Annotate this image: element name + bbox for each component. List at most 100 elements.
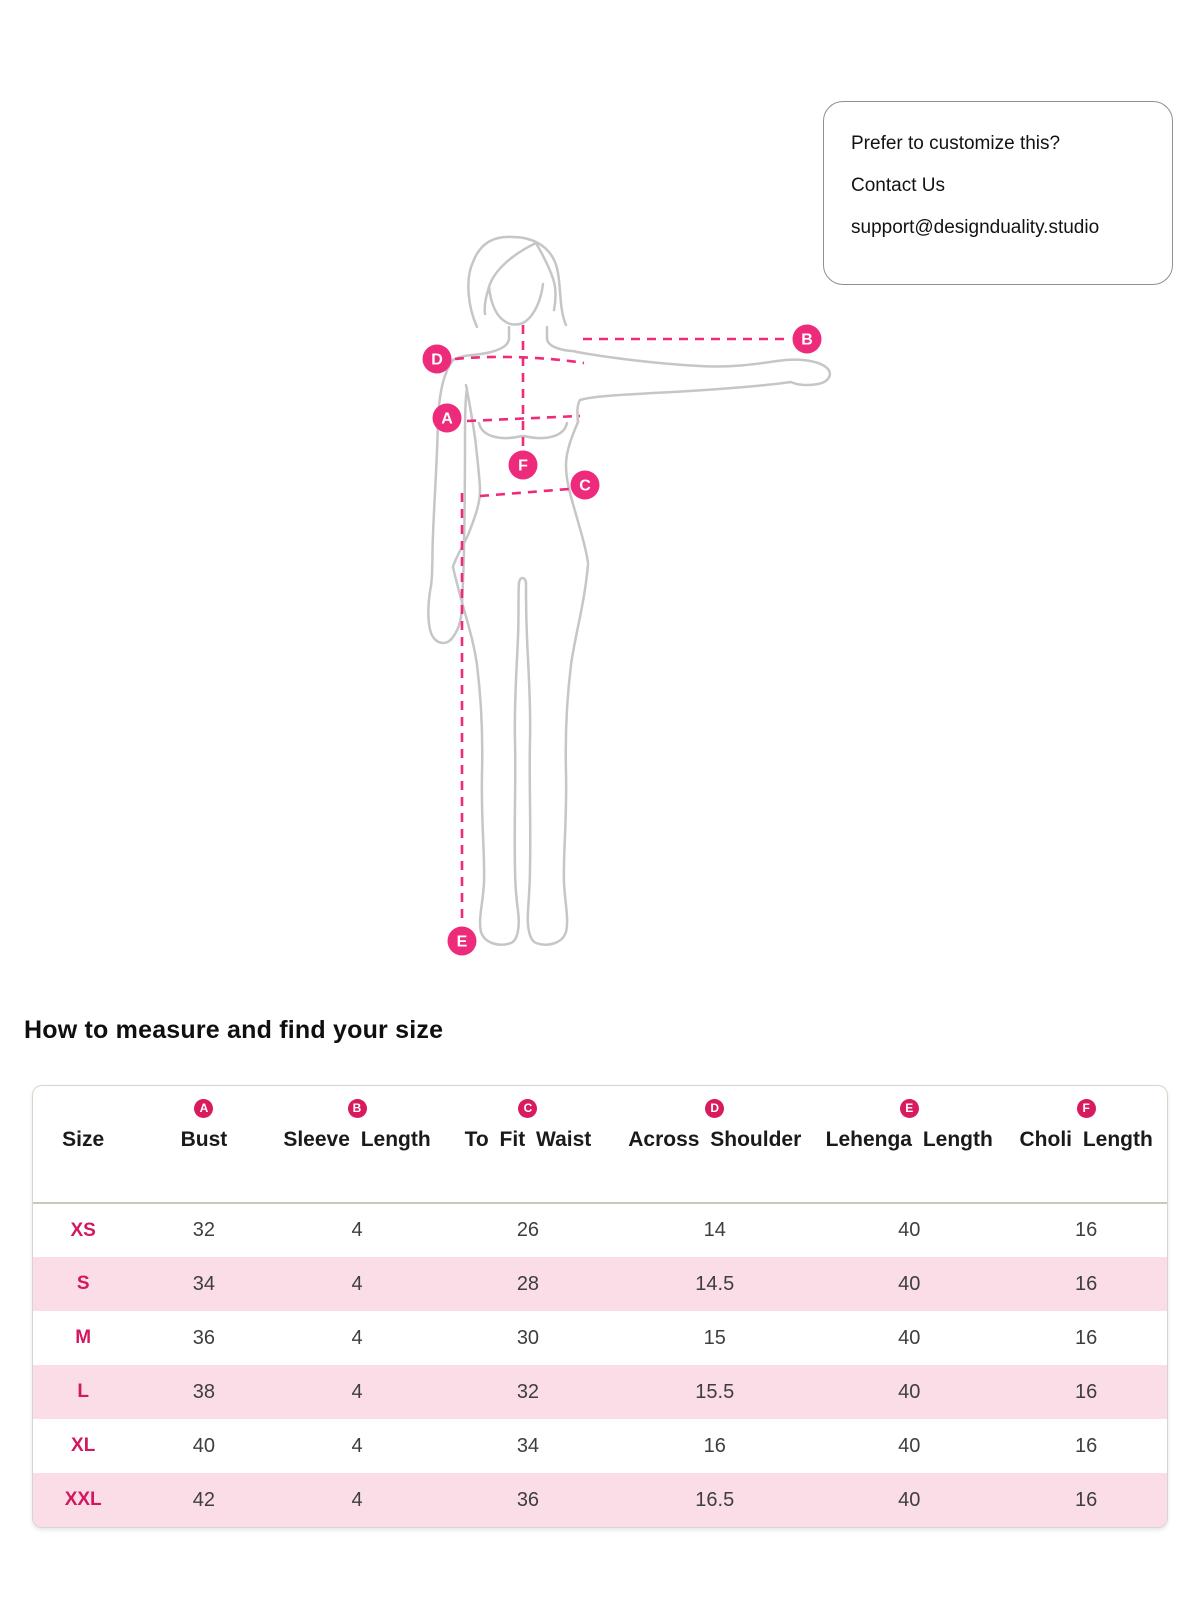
size-chart-table: Size A Bust B Sleeve Length C To Fit Waist D Acr… — [33, 1086, 1167, 1527]
body-outline — [427, 235, 831, 946]
value-cell-to-fit-waist: 36 — [516, 1488, 540, 1511]
marker-d: D — [422, 344, 452, 374]
value-cell-lehenga-length: 40 — [898, 1326, 921, 1349]
value-cell-sleeve-length: 4 — [351, 1272, 363, 1295]
column-label: Choli Length — [1019, 1128, 1153, 1151]
size-cell-l: L — [77, 1381, 89, 1402]
value-cell-bust: 40 — [192, 1434, 216, 1457]
size-cell-xl: XL — [71, 1435, 96, 1456]
size-cell-xs: XS — [70, 1219, 96, 1241]
value-cell-to-fit-waist: 26 — [516, 1219, 540, 1241]
value-cell-lehenga-length: 40 — [898, 1488, 921, 1511]
column-header-to-fit-waist: C To Fit Waist — [439, 1086, 617, 1204]
value-cell-bust: 32 — [192, 1219, 216, 1241]
value-cell-sleeve-length: 4 — [351, 1434, 363, 1457]
value-cell-across-shoulder: 15 — [703, 1326, 726, 1349]
table-row-xl: XL 40 4 34 16 40 16 — [33, 1419, 1167, 1473]
table-row-xxl: XXL 42 4 36 16.5 40 16 — [33, 1473, 1167, 1527]
column-label: Across Shoulder — [628, 1128, 802, 1151]
value-cell-to-fit-waist: 34 — [516, 1434, 540, 1457]
value-cell-bust: 42 — [192, 1488, 216, 1511]
value-cell-bust: 38 — [192, 1380, 216, 1403]
svg-text:A: A — [441, 411, 453, 428]
svg-text:E: E — [457, 934, 468, 951]
size-cell-xxl: XXL — [64, 1489, 102, 1510]
bust-curve-right — [522, 421, 569, 440]
svg-text:D: D — [431, 352, 443, 369]
column-marker-a: A — [194, 1099, 214, 1118]
contact-us-link[interactable]: Contact Us — [851, 175, 945, 196]
column-marker-f: F — [1076, 1099, 1096, 1118]
table-row-l: L 38 4 32 15.5 40 16 — [33, 1365, 1167, 1419]
extended-arm — [575, 350, 831, 424]
hair-bang-right — [534, 241, 557, 312]
measurement-lines — [454, 325, 790, 924]
hair-outline — [467, 235, 568, 329]
value-cell-sleeve-length: 4 — [351, 1326, 363, 1349]
column-label: Sleeve Length — [283, 1128, 431, 1151]
value-cell-lehenga-length: 40 — [898, 1380, 921, 1403]
svg-text:C: C — [579, 478, 591, 495]
measure-line-a-bust — [466, 414, 581, 423]
value-cell-to-fit-waist: 30 — [516, 1326, 540, 1349]
measure-line-d-shoulder — [454, 355, 585, 365]
figure-markers: D B A F C E — [422, 324, 822, 956]
column-label: Size — [62, 1128, 105, 1151]
size-cell-s: S — [76, 1273, 90, 1294]
body-diagram: D B A F C E — [422, 235, 831, 956]
column-header-size: Size — [33, 1086, 134, 1204]
size-chart-card: Size A Bust B Sleeve Length C To Fit Waist D Acr… — [32, 1085, 1168, 1528]
measure-line-c-waist — [479, 487, 570, 498]
customize-callout: Prefer to customize this? Contact Us sup… — [823, 101, 1173, 285]
value-cell-across-shoulder: 16 — [703, 1434, 726, 1457]
column-marker-b: B — [347, 1099, 367, 1118]
support-email[interactable]: support@designduality.studio — [851, 217, 1100, 238]
callout-question: Prefer to customize this? — [851, 133, 1061, 154]
face-outline — [487, 282, 545, 326]
value-cell-choli-length: 16 — [1075, 1272, 1098, 1295]
value-cell-sleeve-length: 4 — [351, 1219, 363, 1241]
column-header-choli-length: F Choli Length — [1005, 1086, 1167, 1204]
column-label: To Fit Waist — [464, 1128, 592, 1151]
column-marker-e: E — [899, 1099, 919, 1118]
right-leg — [524, 563, 590, 946]
marker-e: E — [447, 926, 477, 956]
value-cell-choli-length: 16 — [1075, 1326, 1098, 1349]
value-cell-lehenga-length: 40 — [898, 1272, 921, 1295]
value-cell-bust: 34 — [192, 1272, 216, 1295]
column-marker-c: C — [518, 1099, 538, 1118]
marker-a: A — [432, 403, 462, 433]
neck-right-shoulder — [545, 325, 579, 354]
header-row: Size A Bust B Sleeve Length C To Fit Waist D Acr… — [33, 1086, 1167, 1204]
marker-b: B — [792, 324, 822, 354]
table-row-m: M 36 4 30 15 40 16 — [33, 1311, 1167, 1365]
value-cell-lehenga-length: 40 — [898, 1219, 921, 1241]
value-cell-across-shoulder: 16.5 — [695, 1488, 735, 1511]
value-cell-to-fit-waist: 28 — [516, 1272, 540, 1295]
marker-c: C — [570, 470, 600, 500]
value-cell-sleeve-length: 4 — [351, 1488, 363, 1511]
svg-text:F: F — [518, 458, 528, 475]
value-cell-sleeve-length: 4 — [351, 1380, 363, 1403]
measurement-figure: D B A F C E — [385, 225, 835, 965]
value-cell-bust: 36 — [192, 1326, 216, 1349]
column-header-sleeve-length: B Sleeve Length — [274, 1086, 440, 1204]
value-cell-lehenga-length: 40 — [898, 1434, 921, 1457]
value-cell-across-shoulder: 15.5 — [695, 1380, 735, 1403]
value-cell-across-shoulder: 14.5 — [695, 1272, 735, 1295]
hanging-arm — [427, 358, 469, 645]
svg-text:B: B — [801, 332, 813, 349]
column-header-bust: A Bust — [133, 1086, 275, 1204]
value-cell-across-shoulder: 14 — [703, 1219, 726, 1241]
value-cell-choli-length: 16 — [1075, 1219, 1098, 1241]
table-row-xs: XS 32 4 26 14 40 16 — [33, 1203, 1167, 1257]
size-cell-m: M — [75, 1327, 92, 1348]
column-label: Bust — [180, 1128, 228, 1151]
value-cell-to-fit-waist: 32 — [516, 1380, 540, 1403]
column-header-across-shoulder: D Across Shoulder — [616, 1086, 814, 1204]
table-header: Size A Bust B Sleeve Length C To Fit Waist D Acr… — [33, 1086, 1167, 1204]
bust-curve-left — [477, 421, 524, 440]
crotch-cap — [517, 576, 528, 585]
value-cell-choli-length: 16 — [1075, 1380, 1098, 1403]
column-header-lehenga-length: E Lehenga Length — [813, 1086, 1006, 1204]
